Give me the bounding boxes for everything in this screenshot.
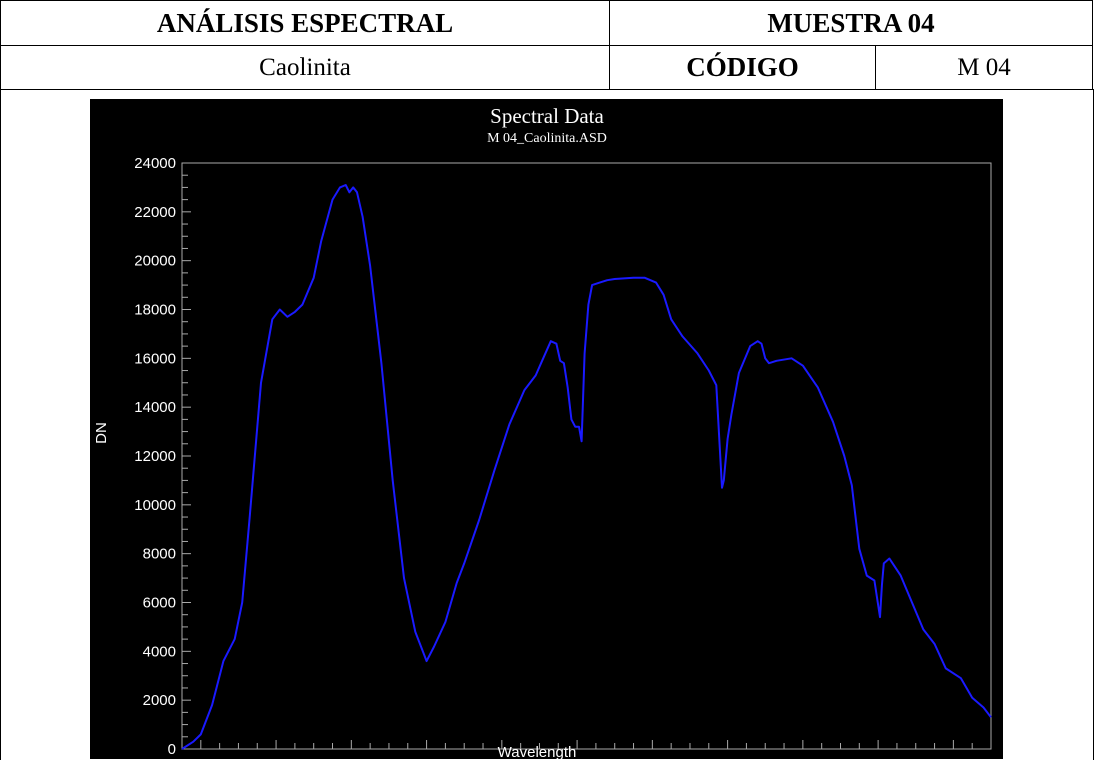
y-tick-label: 6000 — [143, 595, 176, 612]
y-tick-label: 18000 — [134, 302, 176, 319]
chart-subtitle: M 04_Caolinita.ASD — [487, 131, 607, 146]
x-tick-label: 800 — [339, 756, 364, 759]
x-tick-label: 2200 — [861, 756, 894, 759]
analysis-title: ANÁLISIS ESPECTRAL — [0, 0, 610, 46]
header-table: ANÁLISIS ESPECTRAL MUESTRA 04 Caolinita … — [0, 0, 1093, 90]
x-tick-label: 2400 — [937, 756, 970, 759]
x-tick-label: 600 — [264, 756, 289, 759]
x-tick-label: 400 — [188, 756, 213, 759]
x-tick-label: 1800 — [711, 756, 744, 759]
axis-ticks: 400 600 800 1000 1200 1400 1600 1800 2000 2200 240… — [134, 155, 992, 759]
y-tick-label: 14000 — [134, 399, 176, 416]
sample-number: MUESTRA 04 — [609, 0, 1093, 46]
x-tick-label: 1600 — [636, 756, 669, 759]
y-axis-label: DN — [93, 422, 110, 444]
chart-background — [90, 99, 1003, 759]
y-tick-label: 4000 — [143, 643, 176, 660]
y-tick-label: 2000 — [143, 692, 176, 709]
code-label: CÓDIGO — [609, 45, 876, 90]
y-tick-label: 12000 — [134, 448, 176, 465]
x-tick-label: 2000 — [786, 756, 819, 759]
mineral-name: Caolinita — [0, 45, 610, 90]
y-tick-label: 16000 — [134, 350, 176, 367]
y-tick-label: 10000 — [134, 497, 176, 514]
y-tick-label: 8000 — [143, 546, 176, 563]
y-tick-label: 0 — [168, 741, 176, 758]
spectral-chart: Spectral Data M 04_Caolinita.ASD 400 600 8… — [90, 99, 1003, 759]
x-tick-label: 1200 — [485, 756, 518, 759]
y-tick-label: 22000 — [134, 204, 176, 221]
x-tick-label: 1000 — [410, 756, 443, 759]
y-tick-label: 20000 — [134, 253, 176, 270]
y-tick-label: 24000 — [134, 155, 176, 172]
chart-title: Spectral Data — [490, 104, 604, 128]
spectrum-line — [181, 184, 992, 750]
x-axis-label: Wavelength — [498, 744, 577, 759]
chart-cell: Spectral Data M 04_Caolinita.ASD 400 600 8… — [0, 89, 1094, 760]
x-tick-label: 1400 — [560, 756, 593, 759]
code-value: M 04 — [875, 45, 1093, 90]
